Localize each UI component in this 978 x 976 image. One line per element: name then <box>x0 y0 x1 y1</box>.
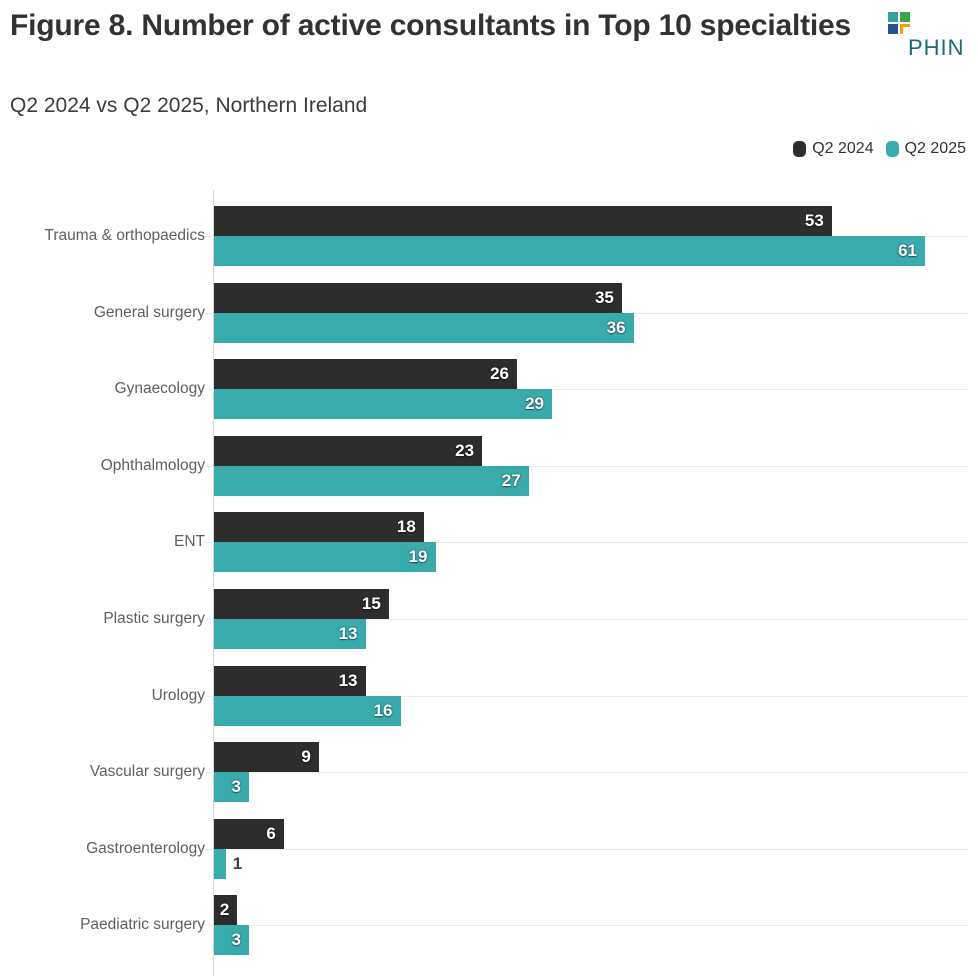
category-label: Vascular surgery <box>89 763 205 781</box>
bar-value-label: 26 <box>490 364 509 384</box>
bar-value-label: 36 <box>606 317 626 337</box>
bar-value-label: 18 <box>396 517 416 537</box>
bar-chart-plot-area: Trauma & orthopaedics 53 61 General surgery… <box>0 190 978 976</box>
category-label: Urology <box>151 686 205 704</box>
bar-q2-2025: 16 <box>214 695 401 726</box>
bar-q2-2025: 61 <box>214 236 925 266</box>
legend-item-q2-2025: Q2 2025 <box>885 140 966 158</box>
category-gridline <box>205 696 968 697</box>
bar-value-label: 35 <box>594 287 614 307</box>
bar-value-label: 27 <box>501 470 521 490</box>
category-gridline <box>205 542 968 543</box>
bar-q2-2025: 13 <box>214 619 366 649</box>
bar-q2-2024: 6 <box>214 818 284 849</box>
category-label: Trauma & orthopaedics <box>44 227 205 244</box>
bar-q2-2024: 35 <box>214 282 622 313</box>
category-label: Gastroenterology <box>86 839 205 857</box>
category-gridline <box>205 466 968 467</box>
bar-value-label: 2 <box>219 900 230 920</box>
bar-q2-2025: 36 <box>214 312 634 343</box>
category-label: Gynaecology <box>114 380 205 398</box>
bar-q2-2024: 18 <box>214 512 424 543</box>
bar-value-label: 16 <box>373 700 393 720</box>
bar-q2-2024: 15 <box>214 589 389 619</box>
legend-swatch-q2-2025 <box>885 141 899 157</box>
bar-value-label: 15 <box>361 594 381 613</box>
bar-q2-2024: 2 <box>214 895 238 926</box>
bar-q2-2024: 26 <box>214 359 517 390</box>
bar-value-label: 3 <box>231 930 241 950</box>
bar-value-label: 13 <box>338 670 358 690</box>
category-label: Paediatric surgery <box>80 916 205 934</box>
category-gridline <box>205 772 968 773</box>
bar-value-label: 19 <box>408 547 428 567</box>
bar-q2-2024: 13 <box>214 665 366 696</box>
bar-q2-2025: 27 <box>214 465 529 496</box>
bar-q2-2025: 3 <box>214 925 249 956</box>
bar-q2-2025: 29 <box>214 389 552 420</box>
bar-value-label: 1 <box>232 853 243 873</box>
y-axis-line <box>213 190 214 976</box>
bar-value-label: 61 <box>898 241 917 260</box>
bar-q2-2024: 53 <box>214 206 832 236</box>
bar-value-label: 13 <box>338 624 358 643</box>
category-label: General surgery <box>93 303 205 321</box>
chart-title: Figure 8. Number of active consultants i… <box>10 9 851 42</box>
phin-logo: PHIN <box>888 12 976 60</box>
legend-label: Q2 2024 <box>812 140 874 157</box>
bar-q2-2024: 23 <box>214 435 483 466</box>
legend-swatch-q2-2024 <box>793 141 807 157</box>
bar-value-label: 6 <box>266 823 276 843</box>
chart-subtitle: Q2 2024 vs Q2 2025, Northern Ireland <box>10 94 368 117</box>
bar-value-label: 29 <box>525 394 544 414</box>
phin-logo-text: PHIN <box>908 35 965 60</box>
bar-value-label: 3 <box>231 777 241 797</box>
bar-value-label: 23 <box>455 440 475 460</box>
legend-label: Q2 2025 <box>904 140 966 157</box>
logo-square-navy <box>888 24 898 34</box>
category-gridline <box>205 849 968 850</box>
logo-square-teal <box>888 12 898 22</box>
bar-value-label: 9 <box>301 747 311 767</box>
bar-value-label: 53 <box>804 211 824 230</box>
category-gridline <box>205 389 968 390</box>
chart-legend: Q2 2024 Q2 2025 <box>793 140 966 158</box>
phin-logo-icon <box>888 12 910 34</box>
category-label: Ophthalmology <box>100 456 205 474</box>
bar-q2-2024: 9 <box>214 742 319 773</box>
logo-square-green <box>900 12 910 22</box>
bar-q2-2025 <box>214 848 226 879</box>
logo-corner-orange <box>900 24 910 34</box>
category-gridline <box>205 619 968 620</box>
legend-item-q2-2024: Q2 2024 <box>793 140 874 158</box>
category-gridline <box>205 925 968 926</box>
category-label: ENT <box>174 533 205 551</box>
category-label: Plastic surgery <box>103 610 205 627</box>
bar-q2-2025: 3 <box>214 772 249 803</box>
bar-q2-2025: 19 <box>214 542 436 573</box>
